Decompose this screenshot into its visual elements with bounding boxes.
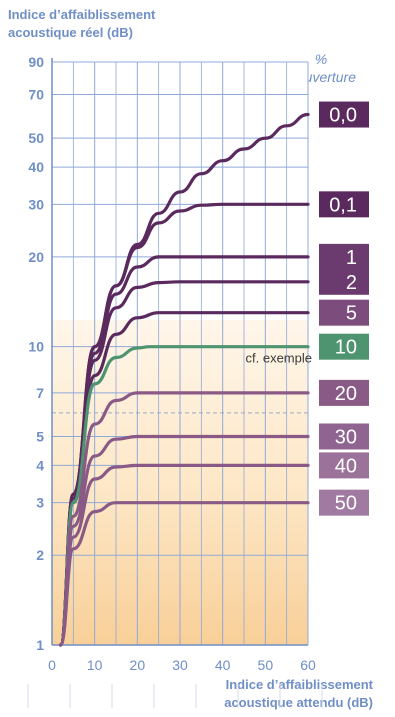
y-tick-label: 3 [36, 495, 44, 511]
series-label-box [319, 101, 369, 128]
y-axis-title: Indice d’affaiblissement acoustique réel… [8, 7, 156, 40]
series-line-30 [58, 434, 310, 647]
x-tick-label: 20 [130, 657, 146, 673]
series-label-text: 40 [335, 455, 357, 477]
series-label-2: 2 [319, 268, 369, 295]
series-label-20: 20 [319, 379, 369, 406]
y-tick-label: 1 [36, 637, 44, 653]
x-tick-label: 30 [172, 657, 188, 673]
series-line-20 [58, 391, 310, 647]
series-label-text: 20 [335, 383, 357, 405]
series-label-text: 1 [346, 247, 357, 269]
series-label-40: 40 [319, 452, 369, 479]
series-label-box [319, 423, 369, 450]
series-label-text: 0,1 [329, 194, 357, 216]
series-label-text: 0,0 [329, 105, 357, 127]
series-label-text: 2 [346, 272, 357, 294]
series-label-50: 50 [319, 489, 369, 516]
x-tick-label: 0 [48, 657, 56, 673]
y-tick-label: 70 [28, 87, 44, 103]
series-label-30: 30 [319, 423, 369, 450]
series-line-2 [58, 280, 310, 647]
series-label-box [319, 268, 369, 295]
annotation-cf-exemple: cf. exemple [246, 351, 312, 366]
x-tick-label: 40 [215, 657, 231, 673]
y-tick-label: 2 [36, 547, 44, 563]
y-tick-label: 10 [28, 339, 44, 355]
y-tick-label: 5 [36, 428, 44, 444]
series-label-box [319, 243, 369, 270]
series-label-5: 5 [319, 299, 369, 326]
series-label-box [319, 191, 369, 218]
series-label-10: 10 [319, 333, 369, 360]
y-tick-label: 4 [36, 457, 44, 473]
x-axis-title: Indice d’affaiblissement acoustique atte… [224, 677, 373, 710]
series-label-0-1: 0,1 [319, 191, 369, 218]
series-label-text: 10 [335, 337, 357, 359]
y-tick-label: 30 [28, 196, 44, 212]
series-label-box [319, 379, 369, 406]
x-tick-label: 10 [87, 657, 103, 673]
y-tick-label: 40 [28, 159, 44, 175]
x-tick-label: 50 [258, 657, 274, 673]
series-label-0-0: 0,0 [319, 101, 369, 128]
series-line-50 [58, 501, 310, 647]
series-label-box [319, 333, 369, 360]
y-tick-label: 50 [28, 130, 44, 146]
y-tick-label: 7 [36, 385, 44, 401]
x-tick-label: 60 [300, 657, 316, 673]
series-line-40 [58, 463, 310, 647]
series-line-1 [58, 255, 310, 647]
series-label-box [319, 299, 369, 326]
series-label-box [319, 489, 369, 516]
series-label-text: 50 [335, 493, 357, 515]
series-label-box [319, 452, 369, 479]
series-label-1: 1 [319, 243, 369, 270]
y-tick-label: 90 [28, 54, 44, 70]
series-label-text: 5 [346, 303, 357, 325]
series-label-text: 30 [335, 426, 357, 448]
series-line-10 [58, 345, 310, 647]
y-tick-label: 20 [28, 249, 44, 265]
